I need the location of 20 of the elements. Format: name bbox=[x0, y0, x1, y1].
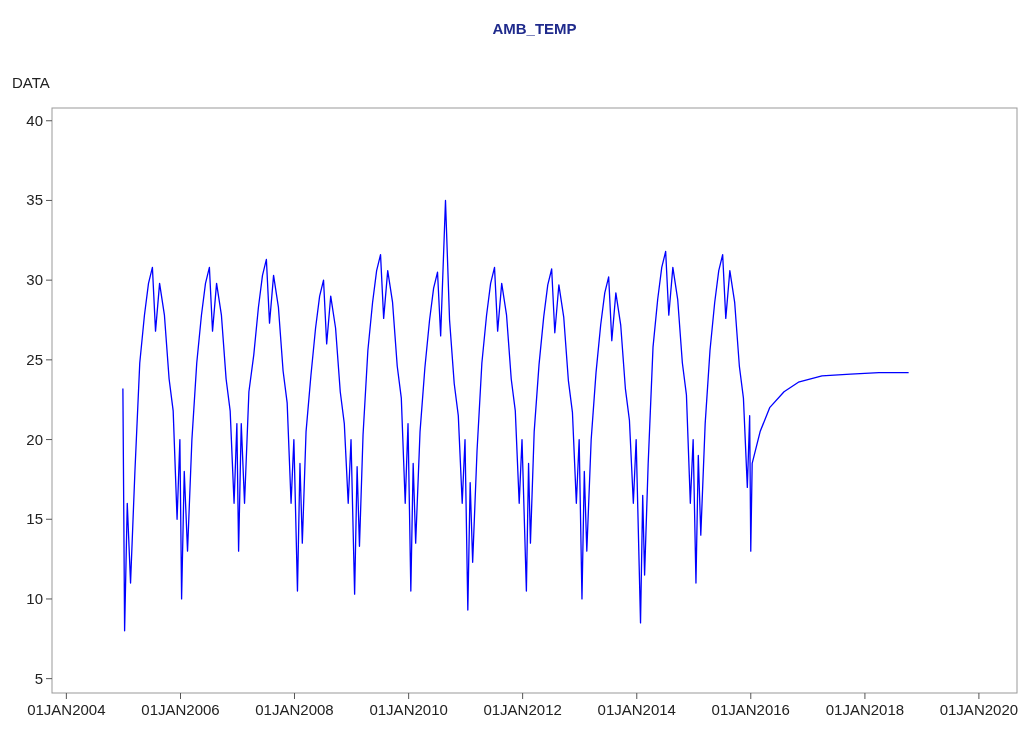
x-tick-label: 01JAN2004 bbox=[27, 701, 106, 718]
y-tick-label: 10 bbox=[26, 589, 43, 607]
x-tick-label: 01JAN2010 bbox=[369, 701, 448, 718]
x-tick-label: 01JAN2012 bbox=[483, 701, 562, 718]
y-axis-title: DATA bbox=[12, 74, 50, 91]
y-tick-label: 40 bbox=[26, 111, 43, 129]
y-tick-label: 15 bbox=[26, 510, 43, 528]
x-tick-label: 01JAN2016 bbox=[711, 701, 790, 718]
y-tick-label: 20 bbox=[26, 430, 43, 448]
y-tick-label: 25 bbox=[26, 350, 43, 368]
y-tick-label: 35 bbox=[26, 191, 43, 209]
chart-title: AMB_TEMP bbox=[492, 20, 577, 37]
y-tick-label: 5 bbox=[34, 669, 43, 687]
x-tick-label: 01JAN2006 bbox=[141, 701, 220, 718]
x-tick-label: 01JAN2018 bbox=[825, 701, 905, 718]
x-tick-label: 01JAN2008 bbox=[255, 701, 334, 718]
x-tick-label: 01JAN2014 bbox=[597, 701, 676, 718]
line-series bbox=[122, 199, 910, 632]
y-tick-label: 30 bbox=[26, 271, 43, 289]
x-tick-label: 01JAN2020 bbox=[939, 701, 1019, 718]
